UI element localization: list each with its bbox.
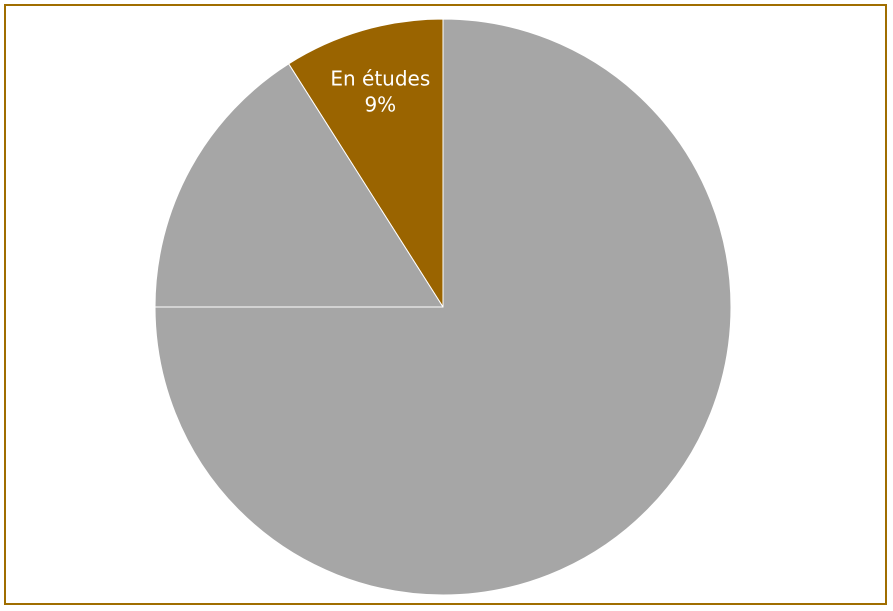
pie-slice-3 [154,18,732,596]
slice-value-1: 9% [364,92,396,116]
pie-slice-2 [154,63,444,308]
pie-slice-1 [287,18,444,309]
slice-label-1: En études [330,66,430,90]
pie-slices [154,18,732,596]
